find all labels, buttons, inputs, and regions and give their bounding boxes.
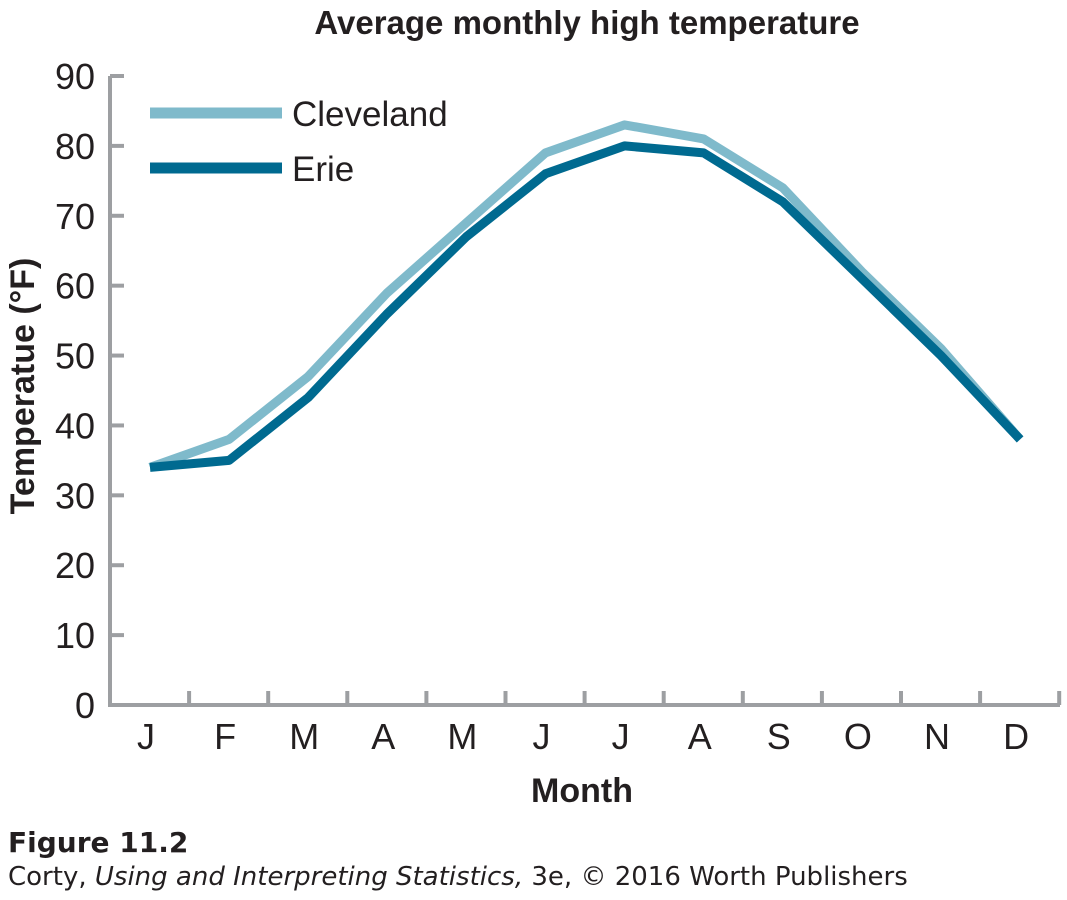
series-line-erie [149,141,1024,472]
legend-label-cleveland: Cleveland [292,95,448,134]
x-tick-label: M [447,716,477,757]
y-tick-label: 10 [55,615,95,656]
y-tick-label: 70 [55,196,95,237]
y-axis-title: Temperatue (°F) [4,258,42,515]
y-tick-label: 80 [55,126,95,167]
line-chart: Average monthly high temperature 0 10 20 30… [4,4,1062,810]
x-axis-title: Month [531,772,633,810]
series-line-cleveland [148,120,1024,472]
y-axis: 0 10 20 30 40 50 60 70 80 90 [55,56,124,726]
figure-credit: Corty, Using and Interpreting Statistics… [8,862,908,892]
x-tick-label: S [767,716,791,757]
x-tick-label: M [289,716,319,757]
credit-author: Corty, [8,862,87,892]
series-layer [148,120,1024,472]
legend-label-erie: Erie [292,150,354,189]
x-tick-label: A [688,716,712,757]
x-tick-label: A [371,716,395,757]
x-tick-label: O [844,716,872,757]
x-tick-label: J [533,716,551,757]
y-tick-label: 30 [55,475,95,516]
y-tick-label: 90 [55,56,95,97]
x-tick-label: N [924,716,950,757]
y-tick-label: 60 [55,266,95,307]
x-tick-label: J [612,716,630,757]
x-tick-label: D [1003,716,1029,757]
x-tick-label: F [214,716,236,757]
y-tick-label: 40 [55,405,95,446]
y-tick-label: 50 [55,336,95,377]
credit-publisher: 3e, © 2016 Worth Publishers [531,862,908,892]
x-tick-label: J [137,716,155,757]
y-tick-label: 20 [55,545,95,586]
chart-title: Average monthly high temperature [314,4,859,41]
figure-label: Figure 11.2 [8,826,189,859]
y-tick-label: 0 [75,685,95,726]
credit-book-title: Using and Interpreting Statistics, [94,862,524,892]
legend: Cleveland Erie [150,95,448,189]
